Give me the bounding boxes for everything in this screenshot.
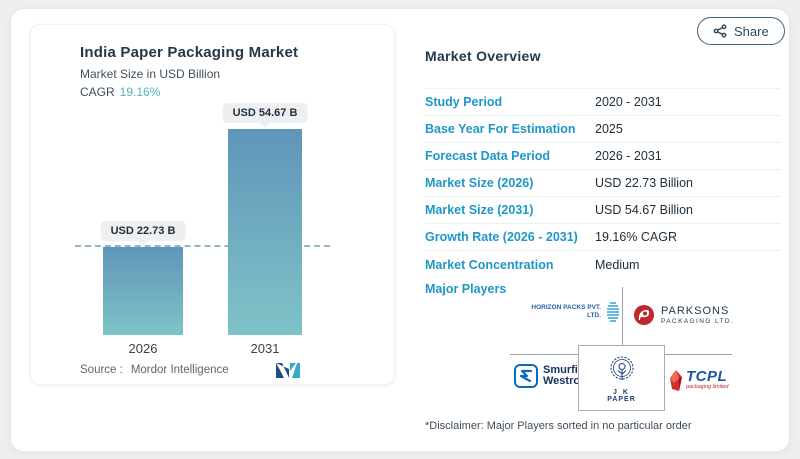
source-label: Source : [80,364,123,376]
bar-value-label-2026: USD 22.73 B [100,221,186,241]
table-row: Market Size (2031) USD 54.67 Billion [425,197,781,224]
row-label: Base Year For Estimation [425,122,576,136]
table-row: Forecast Data Period 2026 - 2031 [425,143,781,170]
source-attribution: Source : Mordor Intelligence [80,364,229,376]
share-button-label: Share [734,23,769,39]
row-label: Market Concentration [425,257,554,272]
cagr-label: CAGR [80,85,115,99]
smurfit-westrock-icon [514,364,538,388]
players-horizontal-divider-left [510,354,578,355]
table-row: Study Period 2020 - 2031 [425,89,781,116]
row-label: Forecast Data Period [425,149,551,163]
row-value: Medium [595,257,640,272]
jk-paper-logo: J K PAPER [578,345,665,411]
parksons-logo: PARKSONS PACKAGING LTD. [632,303,734,327]
row-value: USD 22.73 Billion [595,176,693,190]
jk-paper-emblem-icon [605,354,639,388]
row-label: Market Size (2031) [425,203,534,217]
bar-2031 [228,129,302,335]
tcpl-logo: TCPL packaging limited [668,369,729,393]
smurfit-name-line2: Westrock [543,375,593,387]
tcpl-name: TCPL [686,368,728,385]
x-axis-label-2031: 2031 [250,341,280,356]
players-horizontal-divider-right [665,354,732,355]
mordor-intelligence-logo-icon [275,361,301,385]
horizon-packs-logo: HORIZON PACKS PVT. LTD. [520,300,622,324]
row-label: Study Period [425,95,503,109]
share-icon [713,24,727,38]
parksons-swirl-icon [632,303,656,327]
chart-panel [30,24,395,385]
row-value: USD 54.67 Billion [595,203,693,217]
row-value: 19.16% CAGR [595,230,677,244]
bar-2026 [103,247,183,335]
row-label: Market Size (2026) [425,176,534,190]
horizon-globe-icon [604,300,622,324]
row-value: 2026 - 2031 [595,149,662,163]
table-row: Base Year For Estimation 2025 [425,116,781,143]
players-disclaimer: *Disclaimer: Major Players sorted in no … [425,420,692,432]
smurfit-westrock-logo: Smurfit Westrock [514,364,592,388]
table-row: Market Concentration Medium [425,251,781,278]
overview-heading: Market Overview [425,48,541,64]
row-value: 2025 [595,122,623,136]
table-row: Market Size (2026) USD 22.73 Billion [425,170,781,197]
smurfit-name-line1: Smurfit [543,364,582,376]
players-vertical-divider [622,287,623,346]
parksons-name-line2: PACKAGING LTD. [661,318,735,325]
share-button[interactable]: Share [697,17,785,45]
chart-subtitle: Market Size in USD Billion [80,67,221,81]
row-value: 2020 - 2031 [595,95,662,109]
parksons-name-line1: PARKSONS [661,305,730,317]
bar-value-label-2031: USD 54.67 B [222,103,308,123]
chart-cagr: CAGR 19.16% [80,85,160,99]
major-players-label: Major Players [425,282,507,296]
reference-dashed-line [75,245,330,247]
row-label: Growth Rate (2026 - 2031) [425,230,578,244]
jk-paper-name-line1: J K [613,388,630,396]
table-row: Growth Rate (2026 - 2031) 19.16% CAGR [425,224,781,251]
overview-table: Study Period 2020 - 2031 Base Year For E… [425,88,781,278]
chart-title: India Paper Packaging Market [80,44,299,61]
x-axis-label-2026: 2026 [128,341,158,356]
jk-paper-name-line2: PAPER [607,395,636,403]
tcpl-subtitle: packaging limited [686,384,729,390]
cagr-value: 19.16% [119,85,161,99]
tcpl-gem-icon [668,369,684,393]
horizon-packs-name: HORIZON PACKS PVT. LTD. [531,304,601,319]
source-value: Mordor Intelligence [130,364,229,376]
